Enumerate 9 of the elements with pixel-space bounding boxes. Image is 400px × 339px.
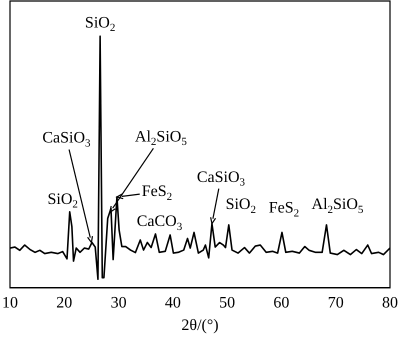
x-axis-title: 2θ/(°) bbox=[181, 317, 219, 334]
x-tick-label: 40 bbox=[164, 294, 181, 312]
x-tick-label: 50 bbox=[219, 294, 236, 312]
x-tick-label: 10 bbox=[2, 294, 18, 312]
x-tick-label: 70 bbox=[328, 294, 344, 312]
x-tick-label: 20 bbox=[56, 294, 72, 312]
x-tick-label: 60 bbox=[273, 294, 290, 312]
x-tick-label: 30 bbox=[110, 294, 127, 312]
x-tick-label: 80 bbox=[382, 294, 398, 312]
